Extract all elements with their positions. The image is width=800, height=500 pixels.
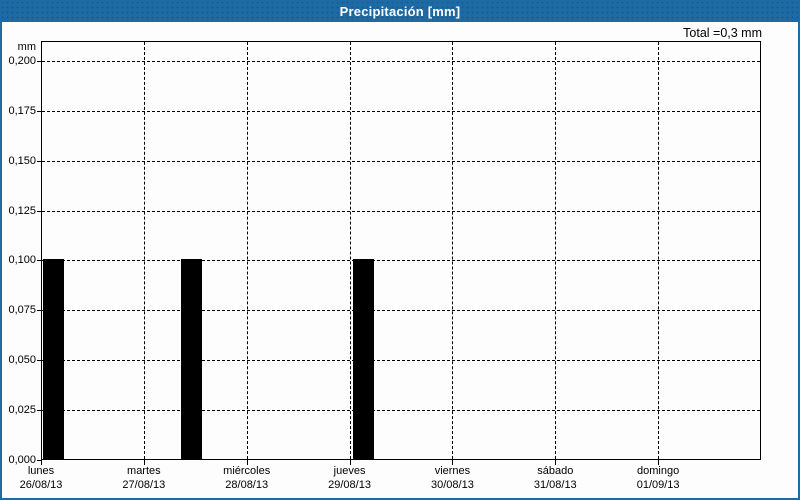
y-gridline [42,260,760,262]
precipitation-bar [180,259,202,459]
x-axis-label: lunes 26/08/13 [0,464,89,492]
x-axis-label-day: lunes [27,465,55,477]
x-tick [144,460,145,465]
y-gridline [42,410,760,412]
y-gridline [42,160,760,162]
x-axis-label-day: domingo [637,465,680,477]
y-gridline [42,60,760,62]
y-tick-label: 0,125 [8,204,36,217]
chart-title-bar: Precipitación [mm] [0,0,800,22]
day-gridline [658,42,660,459]
y-tick-label: 0,025 [8,404,36,417]
precipitation-bar [43,259,65,459]
x-axis-label: viernes 30/08/13 [404,464,500,492]
precipitation-bar [353,259,375,459]
x-tick [555,460,556,465]
x-tick [247,460,248,465]
y-tick-label: 0,000 [8,454,36,466]
x-tick [452,460,453,465]
y-tick [37,410,41,411]
x-axis-label: martes 27/08/13 [96,464,192,492]
x-axis-label-date: 01/09/13 [636,479,680,491]
y-tick [37,111,41,112]
y-gridline [42,210,760,212]
y-tick [37,460,41,461]
day-gridline [349,42,351,459]
y-tick [37,310,41,311]
x-axis-label-day: viernes [434,465,471,477]
y-tick-label: 0,175 [8,104,36,117]
x-axis-label-date: 26/08/13 [19,479,63,491]
x-axis-label-date: 30/08/13 [431,479,474,491]
day-gridline [246,42,248,459]
plot-area [41,41,761,460]
x-axis-label-date: 29/08/13 [328,479,371,491]
x-tick [658,460,659,465]
x-axis-label: sábado 31/08/13 [507,464,603,492]
y-tick-label: 0,200 [8,54,36,67]
chart-title: Precipitación [mm] [339,3,461,19]
y-tick [37,211,41,212]
y-gridline [42,310,760,312]
x-axis-label-day: jueves [333,465,366,477]
y-tick [37,360,41,361]
y-tick [37,260,41,261]
x-axis-label-date: 31/08/13 [533,479,577,491]
y-gridline [42,360,760,362]
y-gridline [42,110,760,112]
y-tick [37,161,41,162]
x-axis-label: miércoles 28/08/13 [199,464,295,492]
x-axis-label: domingo 01/09/13 [610,464,706,492]
y-axis-unit-label: mm [17,41,36,53]
y-tick [37,61,41,62]
y-tick-label: 0,050 [8,354,36,367]
y-tick-label: 0,100 [8,254,36,267]
x-axis-label-day: martes [127,465,161,477]
day-gridline [143,42,145,459]
day-gridline [452,42,454,459]
x-axis-label-date: 27/08/13 [122,479,166,491]
y-tick-label: 0,150 [8,154,36,167]
x-axis-label-date: 28/08/13 [225,479,269,491]
y-tick-label: 0,075 [8,304,36,317]
x-axis-label-day: miércoles [223,465,271,477]
x-tick [41,460,42,465]
total-label: Total =0,3 mm [683,26,762,40]
day-gridline [555,42,557,459]
x-axis-label: jueves 29/08/13 [302,464,398,492]
x-tick [350,460,351,465]
x-axis-label-day: sábado [537,465,574,477]
